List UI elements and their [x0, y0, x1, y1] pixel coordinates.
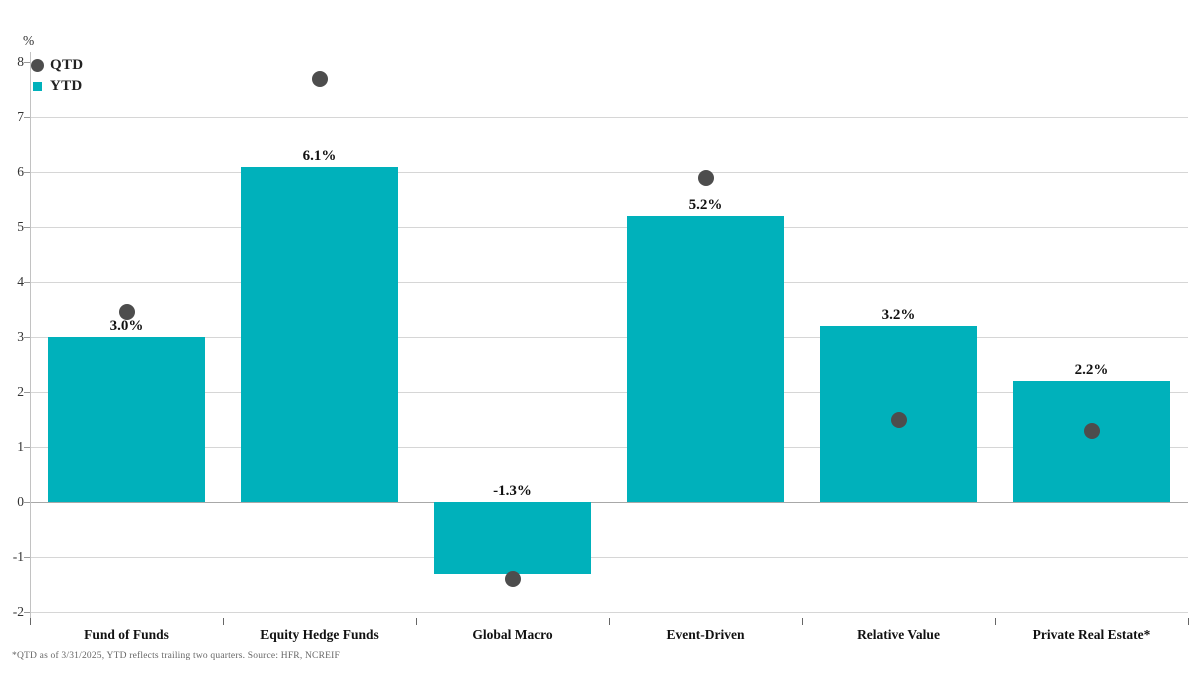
x-axis-tick-4 — [802, 618, 803, 625]
bar-fund-of-funds — [48, 337, 205, 502]
y-axis-tick-5 — [24, 227, 30, 228]
y-tick-label-3: 3 — [17, 329, 24, 344]
bar-event-driven — [627, 216, 784, 502]
x-axis-tick-6 — [1188, 618, 1189, 625]
legend-label-qtd: QTD — [50, 57, 84, 73]
y-tick-label-0: 0 — [17, 494, 24, 509]
y-axis-tick-1 — [24, 447, 30, 448]
gridline-2 — [30, 392, 1188, 393]
y-axis-tick-3 — [24, 337, 30, 338]
bar-value-label-5: 2.2% — [1074, 362, 1109, 378]
qtd-dot-4 — [890, 411, 907, 428]
bar-value-label-1: 6.1% — [302, 147, 337, 164]
category-label-4: Relative Value — [857, 627, 940, 642]
chart-legend: QTD YTD — [31, 55, 83, 97]
gridline--1 — [30, 557, 1188, 558]
y-axis-line — [30, 52, 31, 618]
qtd-dot-2 — [504, 571, 521, 587]
category-label-3: Event-Driven — [666, 627, 745, 642]
y-axis-tick-2 — [24, 392, 30, 393]
gridline-1 — [30, 447, 1188, 448]
y-tick-label-8: 8 — [17, 54, 24, 69]
y-tick-label--1: -1 — [12, 549, 24, 564]
category-label-0: Fund of Funds — [84, 627, 169, 642]
x-axis-tick-2 — [416, 618, 417, 625]
bar-global-macro — [434, 502, 591, 574]
gridline-6 — [30, 172, 1188, 173]
y-axis-tick-6 — [24, 172, 30, 173]
y-tick-label-1: 1 — [17, 439, 24, 454]
qtd-dot-3 — [697, 169, 714, 186]
gridline-0 — [30, 502, 1188, 503]
bar-value-label-2: -1.3% — [493, 483, 532, 499]
y-tick-label-6: 6 — [17, 164, 24, 179]
legend-label-ytd: YTD — [50, 78, 83, 94]
category-label-1: Equity Hedge Funds — [260, 627, 379, 642]
y-tick-label-5: 5 — [17, 219, 24, 234]
y-axis-tick-4 — [24, 282, 30, 283]
gridline-5 — [30, 227, 1188, 228]
y-tick-label-2: 2 — [17, 384, 24, 399]
y-axis-unit-label: % — [23, 33, 35, 48]
x-axis-tick-5 — [995, 618, 996, 625]
y-tick-label--2: -2 — [12, 604, 24, 619]
gridline-4 — [30, 282, 1188, 283]
legend-item-qtd: QTD — [31, 55, 83, 76]
y-axis-tick--2 — [24, 612, 30, 613]
qtd-dot-0 — [118, 304, 135, 321]
y-axis-tick-8 — [24, 62, 30, 63]
x-axis-tick-3 — [609, 618, 610, 625]
gridline-3 — [30, 337, 1188, 338]
y-tick-label-7: 7 — [17, 109, 24, 124]
legend-item-ytd: YTD — [31, 76, 83, 97]
bar-equity-hedge-funds — [241, 166, 398, 502]
y-axis-tick-0 — [24, 502, 30, 503]
qtd-circle-marker-icon — [31, 59, 44, 72]
qtd-dot-5 — [1083, 422, 1100, 439]
category-label-5: Private Real Estate* — [1032, 627, 1151, 642]
ytd-square-marker-icon — [33, 82, 42, 91]
y-axis-tick-7 — [24, 117, 30, 118]
y-tick-label-4: 4 — [17, 274, 24, 289]
bar-value-label-3: 5.2% — [688, 197, 723, 213]
bar-value-label-0: 3.0% — [109, 318, 144, 334]
qtd-dot-1 — [311, 70, 328, 87]
gridline-7 — [30, 117, 1188, 118]
gridline--2 — [30, 612, 1188, 613]
y-axis-tick--1 — [24, 557, 30, 558]
bar-value-label-4: 3.2% — [881, 307, 916, 323]
x-axis-tick-1 — [223, 618, 224, 625]
bar-private-real-estate- — [1013, 381, 1170, 502]
x-axis-tick-0 — [30, 618, 31, 625]
category-label-2: Global Macro — [472, 627, 553, 642]
chart-footnote: *QTD as of 3/31/2025, YTD reflects trail… — [12, 651, 340, 661]
